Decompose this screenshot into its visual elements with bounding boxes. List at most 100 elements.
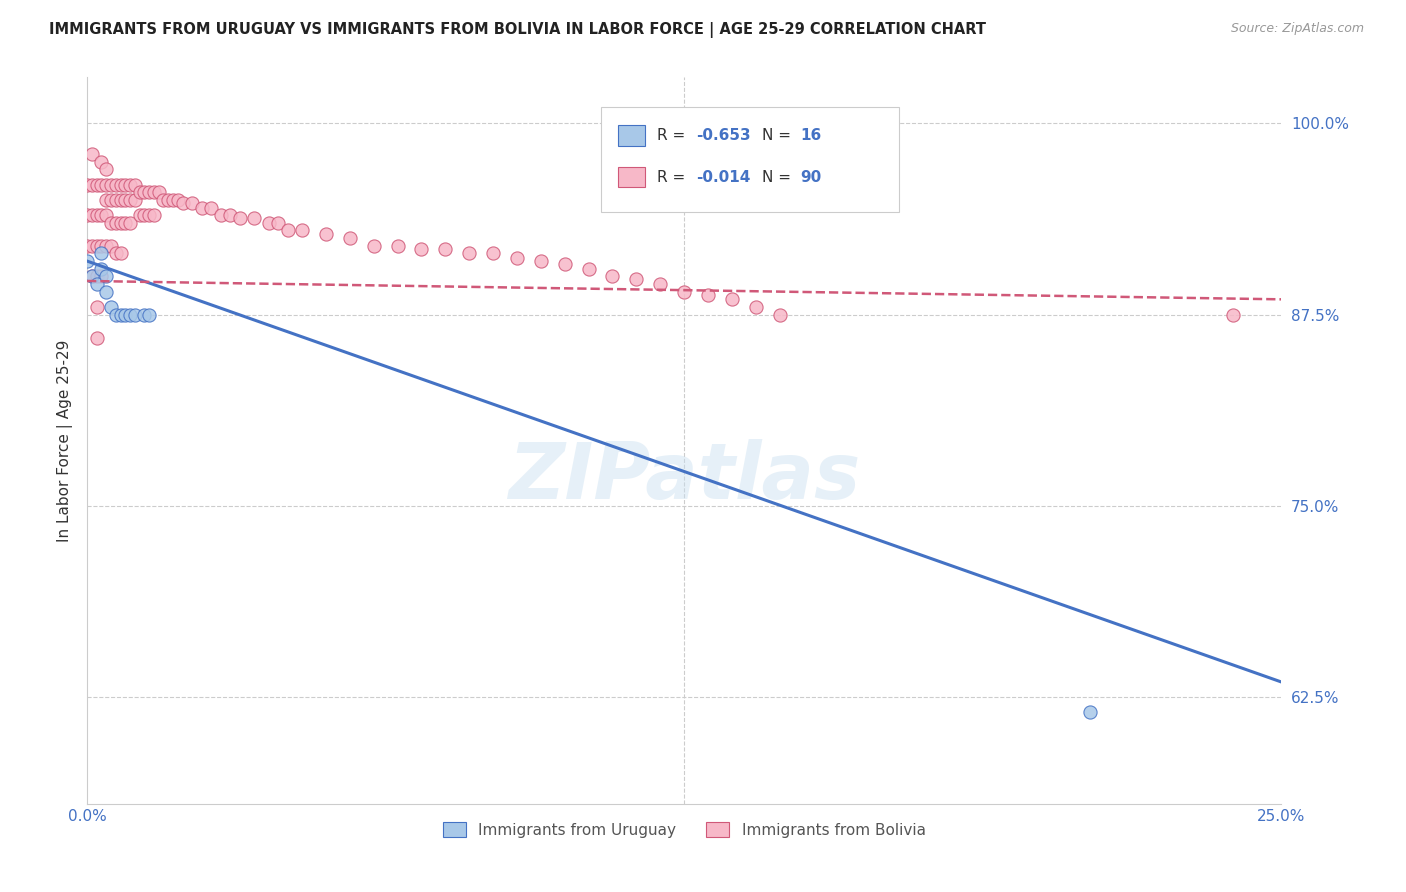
Point <box>157 193 180 207</box>
Point <box>76 178 98 192</box>
Text: 90: 90 <box>800 169 821 185</box>
Point <box>76 208 98 222</box>
Point <box>104 216 127 230</box>
Text: -0.014: -0.014 <box>696 169 751 185</box>
Point <box>96 269 118 284</box>
Point <box>86 277 108 291</box>
Point <box>124 178 146 192</box>
Point <box>90 261 112 276</box>
Point <box>110 308 132 322</box>
Point <box>104 193 127 207</box>
Point <box>257 216 280 230</box>
Point <box>458 246 481 260</box>
Text: IMMIGRANTS FROM URUGUAY VS IMMIGRANTS FROM BOLIVIA IN LABOR FORCE | AGE 25-29 CO: IMMIGRANTS FROM URUGUAY VS IMMIGRANTS FR… <box>49 22 986 38</box>
Point <box>114 178 136 192</box>
Point <box>90 239 112 253</box>
Point <box>219 208 242 222</box>
Text: Source: ZipAtlas.com: Source: ZipAtlas.com <box>1230 22 1364 36</box>
Point <box>76 254 98 268</box>
Point <box>90 208 112 222</box>
Text: R =: R = <box>657 169 690 185</box>
Point <box>90 178 112 192</box>
Point <box>86 239 108 253</box>
Point <box>96 162 118 177</box>
Point <box>277 223 299 237</box>
Point <box>1078 706 1101 720</box>
Point <box>86 330 108 344</box>
Point <box>554 257 576 271</box>
Point <box>721 293 744 307</box>
Point <box>80 208 103 222</box>
Point <box>128 208 150 222</box>
Point <box>152 193 174 207</box>
Point <box>80 147 103 161</box>
Point <box>134 208 156 222</box>
Point <box>315 227 337 241</box>
Point <box>104 308 127 322</box>
Point <box>148 185 170 199</box>
Point <box>96 285 118 299</box>
FancyBboxPatch shape <box>600 106 898 212</box>
Point <box>118 193 141 207</box>
Point <box>243 211 266 226</box>
Point <box>86 300 108 314</box>
Text: ZIPatlas: ZIPatlas <box>508 439 860 516</box>
Point <box>697 287 720 301</box>
Point <box>100 178 122 192</box>
Point <box>768 308 790 322</box>
Point <box>339 231 361 245</box>
Point <box>114 216 136 230</box>
Point <box>104 178 127 192</box>
Point <box>172 195 194 210</box>
FancyBboxPatch shape <box>619 167 645 187</box>
Point <box>650 277 672 291</box>
Point <box>200 201 222 215</box>
Point <box>745 300 768 314</box>
Point <box>506 251 529 265</box>
Point <box>100 300 122 314</box>
Point <box>138 308 160 322</box>
Point <box>80 269 103 284</box>
Point <box>190 201 212 215</box>
Point <box>118 308 141 322</box>
Point <box>96 239 118 253</box>
Point <box>96 193 118 207</box>
Point <box>96 208 118 222</box>
Point <box>530 254 553 268</box>
Point <box>96 178 118 192</box>
Point <box>142 185 165 199</box>
Y-axis label: In Labor Force | Age 25-29: In Labor Force | Age 25-29 <box>58 340 73 542</box>
Point <box>229 211 252 226</box>
Point <box>578 261 600 276</box>
Point <box>482 246 505 260</box>
Point <box>124 193 146 207</box>
Point <box>434 242 457 256</box>
Point <box>124 308 146 322</box>
Point <box>387 239 409 253</box>
FancyBboxPatch shape <box>619 126 645 145</box>
Point <box>100 216 122 230</box>
Text: 16: 16 <box>800 128 821 143</box>
Point <box>114 308 136 322</box>
Point <box>118 216 141 230</box>
Point <box>76 239 98 253</box>
Text: -0.653: -0.653 <box>696 128 751 143</box>
Point <box>138 185 160 199</box>
Point <box>134 308 156 322</box>
Point <box>86 178 108 192</box>
Point <box>90 246 112 260</box>
Point <box>80 269 103 284</box>
Text: N =: N = <box>762 128 796 143</box>
Point <box>626 272 648 286</box>
Point <box>291 223 314 237</box>
Point <box>363 239 385 253</box>
Point <box>100 239 122 253</box>
Point <box>166 193 188 207</box>
Point <box>602 269 624 284</box>
Point <box>110 193 132 207</box>
Point <box>86 208 108 222</box>
Point <box>110 246 132 260</box>
Point <box>142 208 165 222</box>
Text: R =: R = <box>657 128 690 143</box>
Point <box>90 154 112 169</box>
